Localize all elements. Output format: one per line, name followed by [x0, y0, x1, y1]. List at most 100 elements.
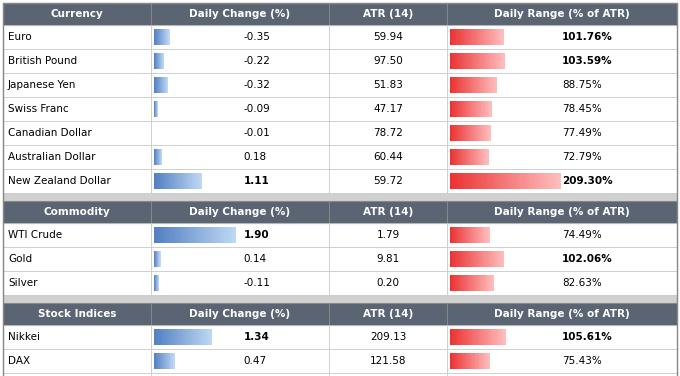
Bar [451, 101, 452, 117]
Bar [503, 251, 504, 267]
Bar [155, 77, 156, 93]
Bar [451, 227, 452, 243]
Bar [221, 227, 223, 243]
Bar [155, 53, 156, 69]
Bar [452, 101, 453, 117]
Bar [481, 275, 483, 291]
Bar [207, 329, 209, 345]
Bar [473, 29, 475, 45]
Bar [499, 251, 501, 267]
Bar [187, 227, 189, 243]
Bar [157, 29, 158, 45]
Bar [179, 173, 180, 189]
Bar [493, 29, 494, 45]
Bar [476, 149, 477, 165]
Bar [456, 251, 458, 267]
Bar [547, 173, 549, 189]
Bar [159, 29, 160, 45]
Bar [329, 121, 447, 145]
Bar [482, 227, 483, 243]
Bar [178, 173, 180, 189]
Bar [154, 29, 155, 45]
Bar [475, 329, 476, 345]
Bar [473, 251, 475, 267]
Bar [494, 53, 495, 69]
Bar [477, 329, 478, 345]
Bar [483, 77, 485, 93]
Bar [478, 149, 479, 165]
Bar [160, 77, 161, 93]
Bar [203, 227, 205, 243]
Bar [489, 329, 490, 345]
Bar [172, 173, 173, 189]
Bar [477, 227, 478, 243]
Bar [486, 149, 488, 165]
Bar [159, 29, 160, 45]
Bar [198, 329, 199, 345]
Bar [484, 275, 486, 291]
Bar [455, 227, 456, 243]
Bar [209, 329, 211, 345]
Bar [469, 53, 470, 69]
Bar [164, 77, 165, 93]
Bar [159, 53, 160, 69]
Bar [471, 329, 473, 345]
Bar [171, 329, 173, 345]
Bar [461, 329, 462, 345]
Bar [479, 251, 481, 267]
Bar [173, 353, 174, 369]
Bar [467, 251, 469, 267]
Bar [469, 251, 471, 267]
Bar [161, 77, 162, 93]
Bar [186, 329, 188, 345]
Bar [180, 329, 181, 345]
Bar [489, 77, 491, 93]
Bar [481, 101, 483, 117]
Bar [462, 227, 463, 243]
Bar [481, 353, 482, 369]
Bar [167, 173, 169, 189]
Bar [458, 53, 459, 69]
Bar [481, 251, 483, 267]
Bar [329, 373, 447, 376]
Bar [468, 173, 471, 189]
Bar [460, 353, 461, 369]
Bar [156, 77, 157, 93]
Text: Commodity: Commodity [44, 207, 110, 217]
Bar [3, 373, 677, 376]
Bar [3, 303, 677, 325]
Bar [160, 29, 161, 45]
Bar [154, 353, 155, 369]
Bar [163, 173, 164, 189]
Bar [457, 275, 458, 291]
Bar [467, 149, 468, 165]
Bar [157, 77, 158, 93]
Bar [201, 329, 203, 345]
Bar [466, 77, 469, 93]
Bar [160, 53, 162, 69]
Bar [496, 173, 499, 189]
Bar [197, 227, 199, 243]
Bar [164, 29, 165, 45]
Bar [157, 53, 158, 69]
Text: Japanese Yen: Japanese Yen [8, 80, 76, 90]
Bar [188, 173, 189, 189]
Bar [487, 53, 489, 69]
Text: Nikkei: Nikkei [8, 332, 40, 342]
Bar [156, 227, 158, 243]
Bar [151, 373, 329, 376]
Bar [472, 125, 473, 141]
Bar [211, 227, 214, 243]
Bar [173, 329, 175, 345]
Bar [464, 77, 465, 93]
Bar [466, 251, 468, 267]
Bar [151, 349, 329, 373]
Bar [195, 227, 197, 243]
Bar [450, 101, 452, 117]
Bar [156, 29, 158, 45]
Bar [475, 353, 477, 369]
Bar [3, 247, 677, 271]
Bar [159, 77, 160, 93]
Bar [471, 53, 473, 69]
Bar [463, 101, 464, 117]
